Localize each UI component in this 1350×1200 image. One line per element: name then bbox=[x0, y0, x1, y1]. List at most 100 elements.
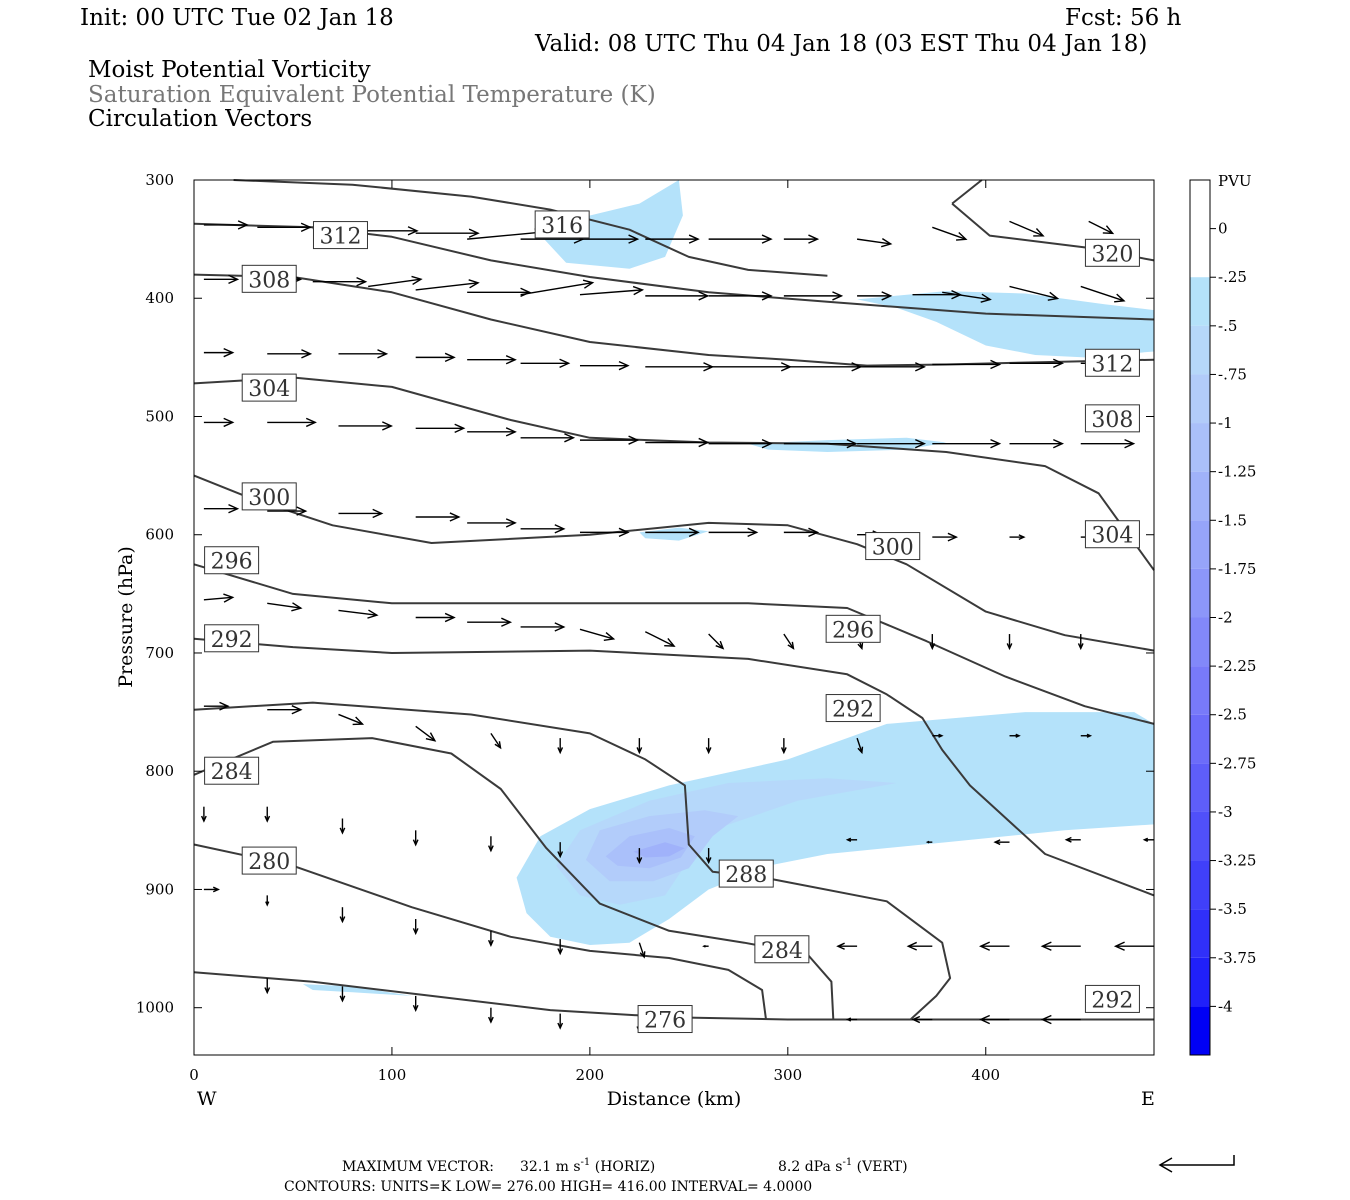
circulation-vector bbox=[267, 349, 313, 359]
circulation-vector bbox=[203, 220, 249, 230]
circulation-vector bbox=[856, 737, 864, 755]
circulation-vector bbox=[415, 423, 466, 433]
circulation-vector bbox=[857, 362, 926, 372]
y-tick-label: 500 bbox=[145, 407, 174, 425]
circulation-vector bbox=[708, 234, 773, 244]
circulation-vector bbox=[705, 848, 712, 865]
circulation-vector bbox=[932, 359, 1002, 370]
circulation-vector bbox=[467, 427, 517, 437]
colorbar-swatch bbox=[1190, 568, 1210, 618]
vector-layer bbox=[200, 220, 1154, 1034]
x-axis-label: Distance (km) bbox=[607, 1088, 742, 1110]
circulation-vector bbox=[203, 504, 240, 514]
circulation-vector bbox=[467, 287, 532, 298]
circulation-vector bbox=[200, 806, 207, 823]
contour-label-text: 280 bbox=[248, 850, 290, 875]
circulation-vector bbox=[932, 532, 959, 542]
contour-label: 292 bbox=[825, 694, 881, 723]
pv-region-9 bbox=[633, 842, 685, 858]
circulation-vector bbox=[1009, 438, 1065, 449]
colorbar-unit: PVU bbox=[1218, 172, 1252, 190]
contour-316-10 bbox=[233, 179, 828, 277]
circulation-vector bbox=[338, 421, 394, 431]
circulation-vector bbox=[467, 228, 546, 240]
circulation-vector bbox=[783, 291, 844, 301]
colorbar-label: -1.5 bbox=[1218, 511, 1247, 529]
circulation-vector bbox=[783, 438, 858, 449]
contour-label-text: 300 bbox=[248, 486, 290, 511]
circulation-vector bbox=[645, 362, 715, 372]
circulation-vector bbox=[338, 609, 379, 619]
valid-time: Valid: 08 UTC Thu 04 Jan 18 (03 EST Thu … bbox=[534, 31, 1147, 57]
pv-colorbar: 0 -.25 -.5 -.75 -1 -1.25 -1.5 -1.75 -2 -2.25 -2.5 -… bbox=[1189, 179, 1256, 1056]
contour-label: 284 bbox=[204, 756, 260, 785]
circulation-vector bbox=[557, 939, 564, 956]
contour-label-text: 304 bbox=[1091, 524, 1133, 549]
circulation-vector bbox=[932, 226, 968, 241]
circulation-vector bbox=[579, 234, 640, 244]
circulation-vector bbox=[203, 593, 235, 603]
contour-label-text: 296 bbox=[832, 618, 874, 643]
circulation-vector bbox=[412, 830, 419, 847]
circulation-vector bbox=[1009, 285, 1060, 301]
pv-shading-layer bbox=[302, 180, 1154, 996]
pv-region-1 bbox=[857, 291, 1154, 358]
circulation-vector bbox=[708, 527, 759, 538]
circulation-vector bbox=[836, 942, 858, 950]
colorbar-label: -1.75 bbox=[1218, 560, 1256, 578]
circulation-vector bbox=[645, 234, 700, 244]
circulation-vector bbox=[557, 842, 564, 859]
circulation-vector bbox=[520, 622, 566, 632]
circulation-vector bbox=[557, 738, 564, 755]
colorbar-swatch bbox=[1190, 957, 1210, 1007]
colorbar-label: -1 bbox=[1218, 414, 1233, 432]
colorbar-label: -3.5 bbox=[1218, 900, 1247, 918]
circulation-vector bbox=[1064, 836, 1081, 843]
circulation-vector bbox=[415, 279, 480, 291]
circulation-vector bbox=[579, 285, 645, 296]
circulation-vector bbox=[415, 352, 456, 363]
east-label: E bbox=[1141, 1088, 1155, 1110]
y-tick-label: 300 bbox=[145, 171, 174, 189]
colorbar-label: -2.75 bbox=[1218, 754, 1256, 772]
y-tick-label: 800 bbox=[145, 762, 174, 780]
circulation-vector bbox=[312, 277, 368, 287]
contour-label-text: 292 bbox=[211, 628, 253, 653]
circulation-vector bbox=[708, 362, 792, 372]
colorbar-label: -4 bbox=[1218, 997, 1233, 1015]
pv-region-3 bbox=[639, 527, 709, 541]
contour-label: 312 bbox=[312, 221, 368, 250]
circulation-vector bbox=[203, 701, 230, 711]
circulation-vector bbox=[925, 840, 933, 844]
circulation-vector bbox=[783, 527, 820, 538]
colorbar-swatch bbox=[1190, 666, 1210, 715]
colorbar-label: 0 bbox=[1218, 220, 1228, 238]
circulation-vector bbox=[1088, 220, 1115, 235]
colorbar-swatch bbox=[1190, 811, 1210, 861]
west-label: W bbox=[197, 1088, 217, 1110]
circulation-vector bbox=[203, 274, 240, 285]
contour-292-4 bbox=[193, 637, 1155, 897]
contour-label: 292 bbox=[1084, 984, 1140, 1013]
colorbar-label: -3.25 bbox=[1218, 852, 1256, 870]
y-tick-label: 1000 bbox=[136, 999, 174, 1017]
circulation-vector bbox=[579, 628, 616, 642]
circulation-vector bbox=[1080, 438, 1136, 449]
circulation-vector bbox=[339, 907, 346, 924]
circulation-vector bbox=[978, 1014, 1010, 1025]
circulation-vector bbox=[705, 738, 712, 755]
circulation-vector bbox=[932, 733, 944, 738]
contour-label-text: 300 bbox=[872, 536, 914, 561]
circulation-vector bbox=[857, 291, 893, 301]
contour-320-11 bbox=[951, 179, 983, 205]
circulation-vector bbox=[339, 986, 346, 1003]
circulation-vector bbox=[467, 518, 517, 528]
colorbar-swatch bbox=[1190, 423, 1210, 472]
circulation-vector bbox=[708, 291, 773, 301]
contour-label: 296 bbox=[204, 546, 260, 575]
circulation-vector bbox=[520, 524, 566, 534]
circulation-vector bbox=[338, 508, 384, 519]
circulation-vector bbox=[267, 705, 303, 715]
circulation-vector bbox=[1009, 733, 1021, 738]
